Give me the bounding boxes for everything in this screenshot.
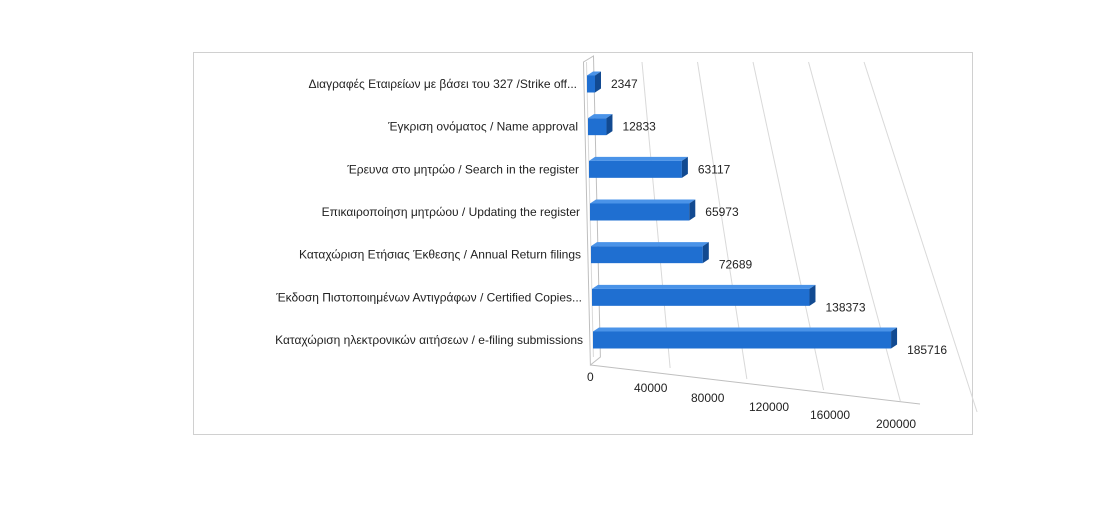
gridline xyxy=(585,61,594,358)
x-tick-label: 40000 xyxy=(634,381,668,395)
bar-top xyxy=(587,71,601,76)
value-label: 12833 xyxy=(622,120,656,134)
x-axis-line xyxy=(590,364,921,405)
bar xyxy=(592,288,810,306)
bar-end xyxy=(809,284,816,306)
bar-end xyxy=(681,156,688,178)
category-label: Καταχώριση Ετήσιας Έκθεσης / Annual Retu… xyxy=(299,248,581,262)
bar-top xyxy=(593,327,898,332)
x-tick-label: 0 xyxy=(587,370,594,384)
x-tick-label: 120000 xyxy=(749,400,789,414)
bar-end xyxy=(702,242,709,264)
category-label: Έγκριση ονόματος / Name approval xyxy=(387,120,578,134)
chart-frame xyxy=(193,52,973,435)
bar xyxy=(590,203,690,221)
bar xyxy=(593,331,892,349)
bar-top xyxy=(589,156,688,161)
value-label: 2347 xyxy=(611,77,638,91)
value-label: 185716 xyxy=(907,343,947,357)
bar xyxy=(588,118,607,136)
bar-top xyxy=(588,114,613,119)
category-label: Διαγραφές Εταιρείων με βάσει του 327 /St… xyxy=(308,77,577,91)
category-label: Επικαιροποίηση μητρώου / Updating the re… xyxy=(322,205,580,219)
gridline xyxy=(697,61,748,380)
bar xyxy=(589,160,682,178)
gridline xyxy=(863,61,978,413)
bar xyxy=(587,75,595,93)
bar-end xyxy=(891,327,898,349)
value-label: 63117 xyxy=(698,162,731,176)
x-tick-label: 200000 xyxy=(876,417,916,431)
x-tick-label: 160000 xyxy=(810,408,850,422)
value-label: 65973 xyxy=(705,205,739,219)
category-label: Καταχώριση ηλεκτρονικών αιτήσεων / e-fil… xyxy=(275,333,583,347)
bar-top xyxy=(591,242,709,247)
value-label: 72689 xyxy=(719,258,753,272)
axis-wall xyxy=(582,55,601,367)
bar-end xyxy=(606,114,613,136)
bar-top xyxy=(590,199,696,204)
category-label: Έρευνα στο μητρώο / Search in the regist… xyxy=(346,162,579,176)
bar xyxy=(591,246,703,264)
bar-end xyxy=(595,71,601,93)
bar-top xyxy=(592,284,816,289)
gridline xyxy=(808,61,901,402)
bar-end xyxy=(689,199,696,221)
x-tick-label: 80000 xyxy=(691,391,725,405)
category-label: Έκδοση Πιστοποιημένων Αντιγράφων / Certi… xyxy=(275,290,582,304)
value-label: 138373 xyxy=(825,300,865,314)
